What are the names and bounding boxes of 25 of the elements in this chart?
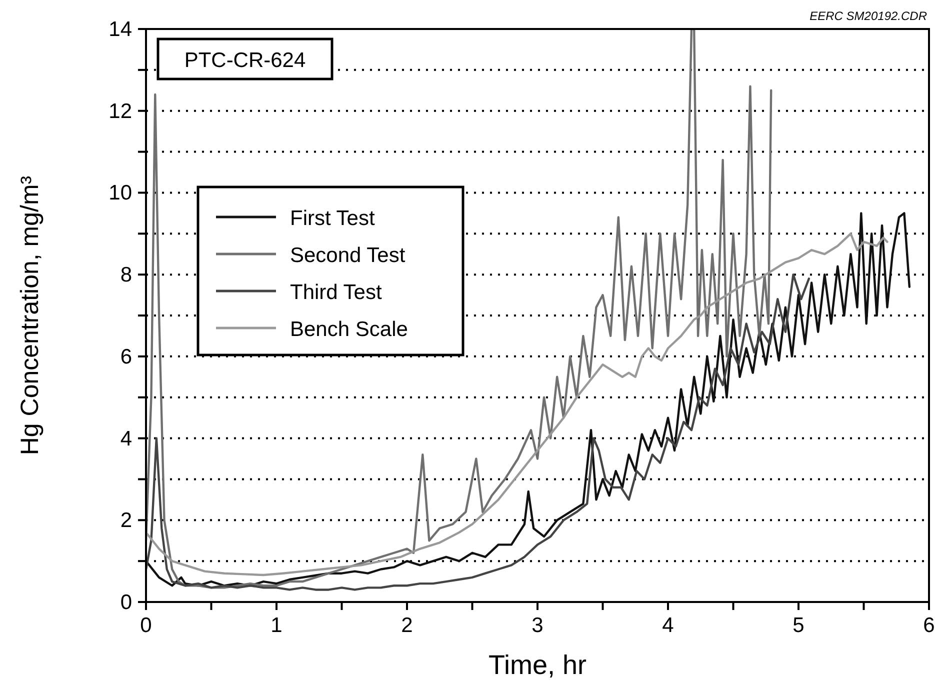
y-axis-title: Hg Concentration, mg/m³ bbox=[16, 176, 44, 456]
x-tick-label: 3 bbox=[532, 614, 544, 637]
x-tick-label: 6 bbox=[923, 614, 935, 637]
y-tick-label: 6 bbox=[120, 345, 132, 368]
text: EERC SM20192.CDR bbox=[810, 9, 928, 23]
y-tick-label: 10 bbox=[108, 182, 132, 205]
x-tick-label: 4 bbox=[662, 614, 674, 637]
y-tick-label: 2 bbox=[120, 509, 132, 532]
legend-label: Third Test bbox=[290, 281, 382, 304]
x-tick-label: 5 bbox=[792, 614, 804, 637]
x-axis-title: Time, hr bbox=[488, 650, 587, 680]
y-tick-label: 12 bbox=[108, 100, 132, 123]
line-series bbox=[146, 273, 810, 591]
y-tick-label: 0 bbox=[120, 591, 132, 614]
y-tick-label: 8 bbox=[120, 264, 132, 287]
legend-label: Second Test bbox=[290, 244, 406, 267]
line-series bbox=[146, 29, 772, 589]
x-tick-label: 1 bbox=[270, 614, 282, 637]
x-tick-label: 0 bbox=[140, 614, 152, 637]
legend-label: First Test bbox=[290, 207, 375, 230]
annotation: PTC-CR-624 bbox=[184, 49, 306, 72]
y-tick-label: 4 bbox=[120, 427, 132, 450]
legend-label: Bench Scale bbox=[290, 318, 408, 341]
x-tick-label: 2 bbox=[401, 614, 413, 637]
y-tick-label: 14 bbox=[108, 18, 132, 41]
